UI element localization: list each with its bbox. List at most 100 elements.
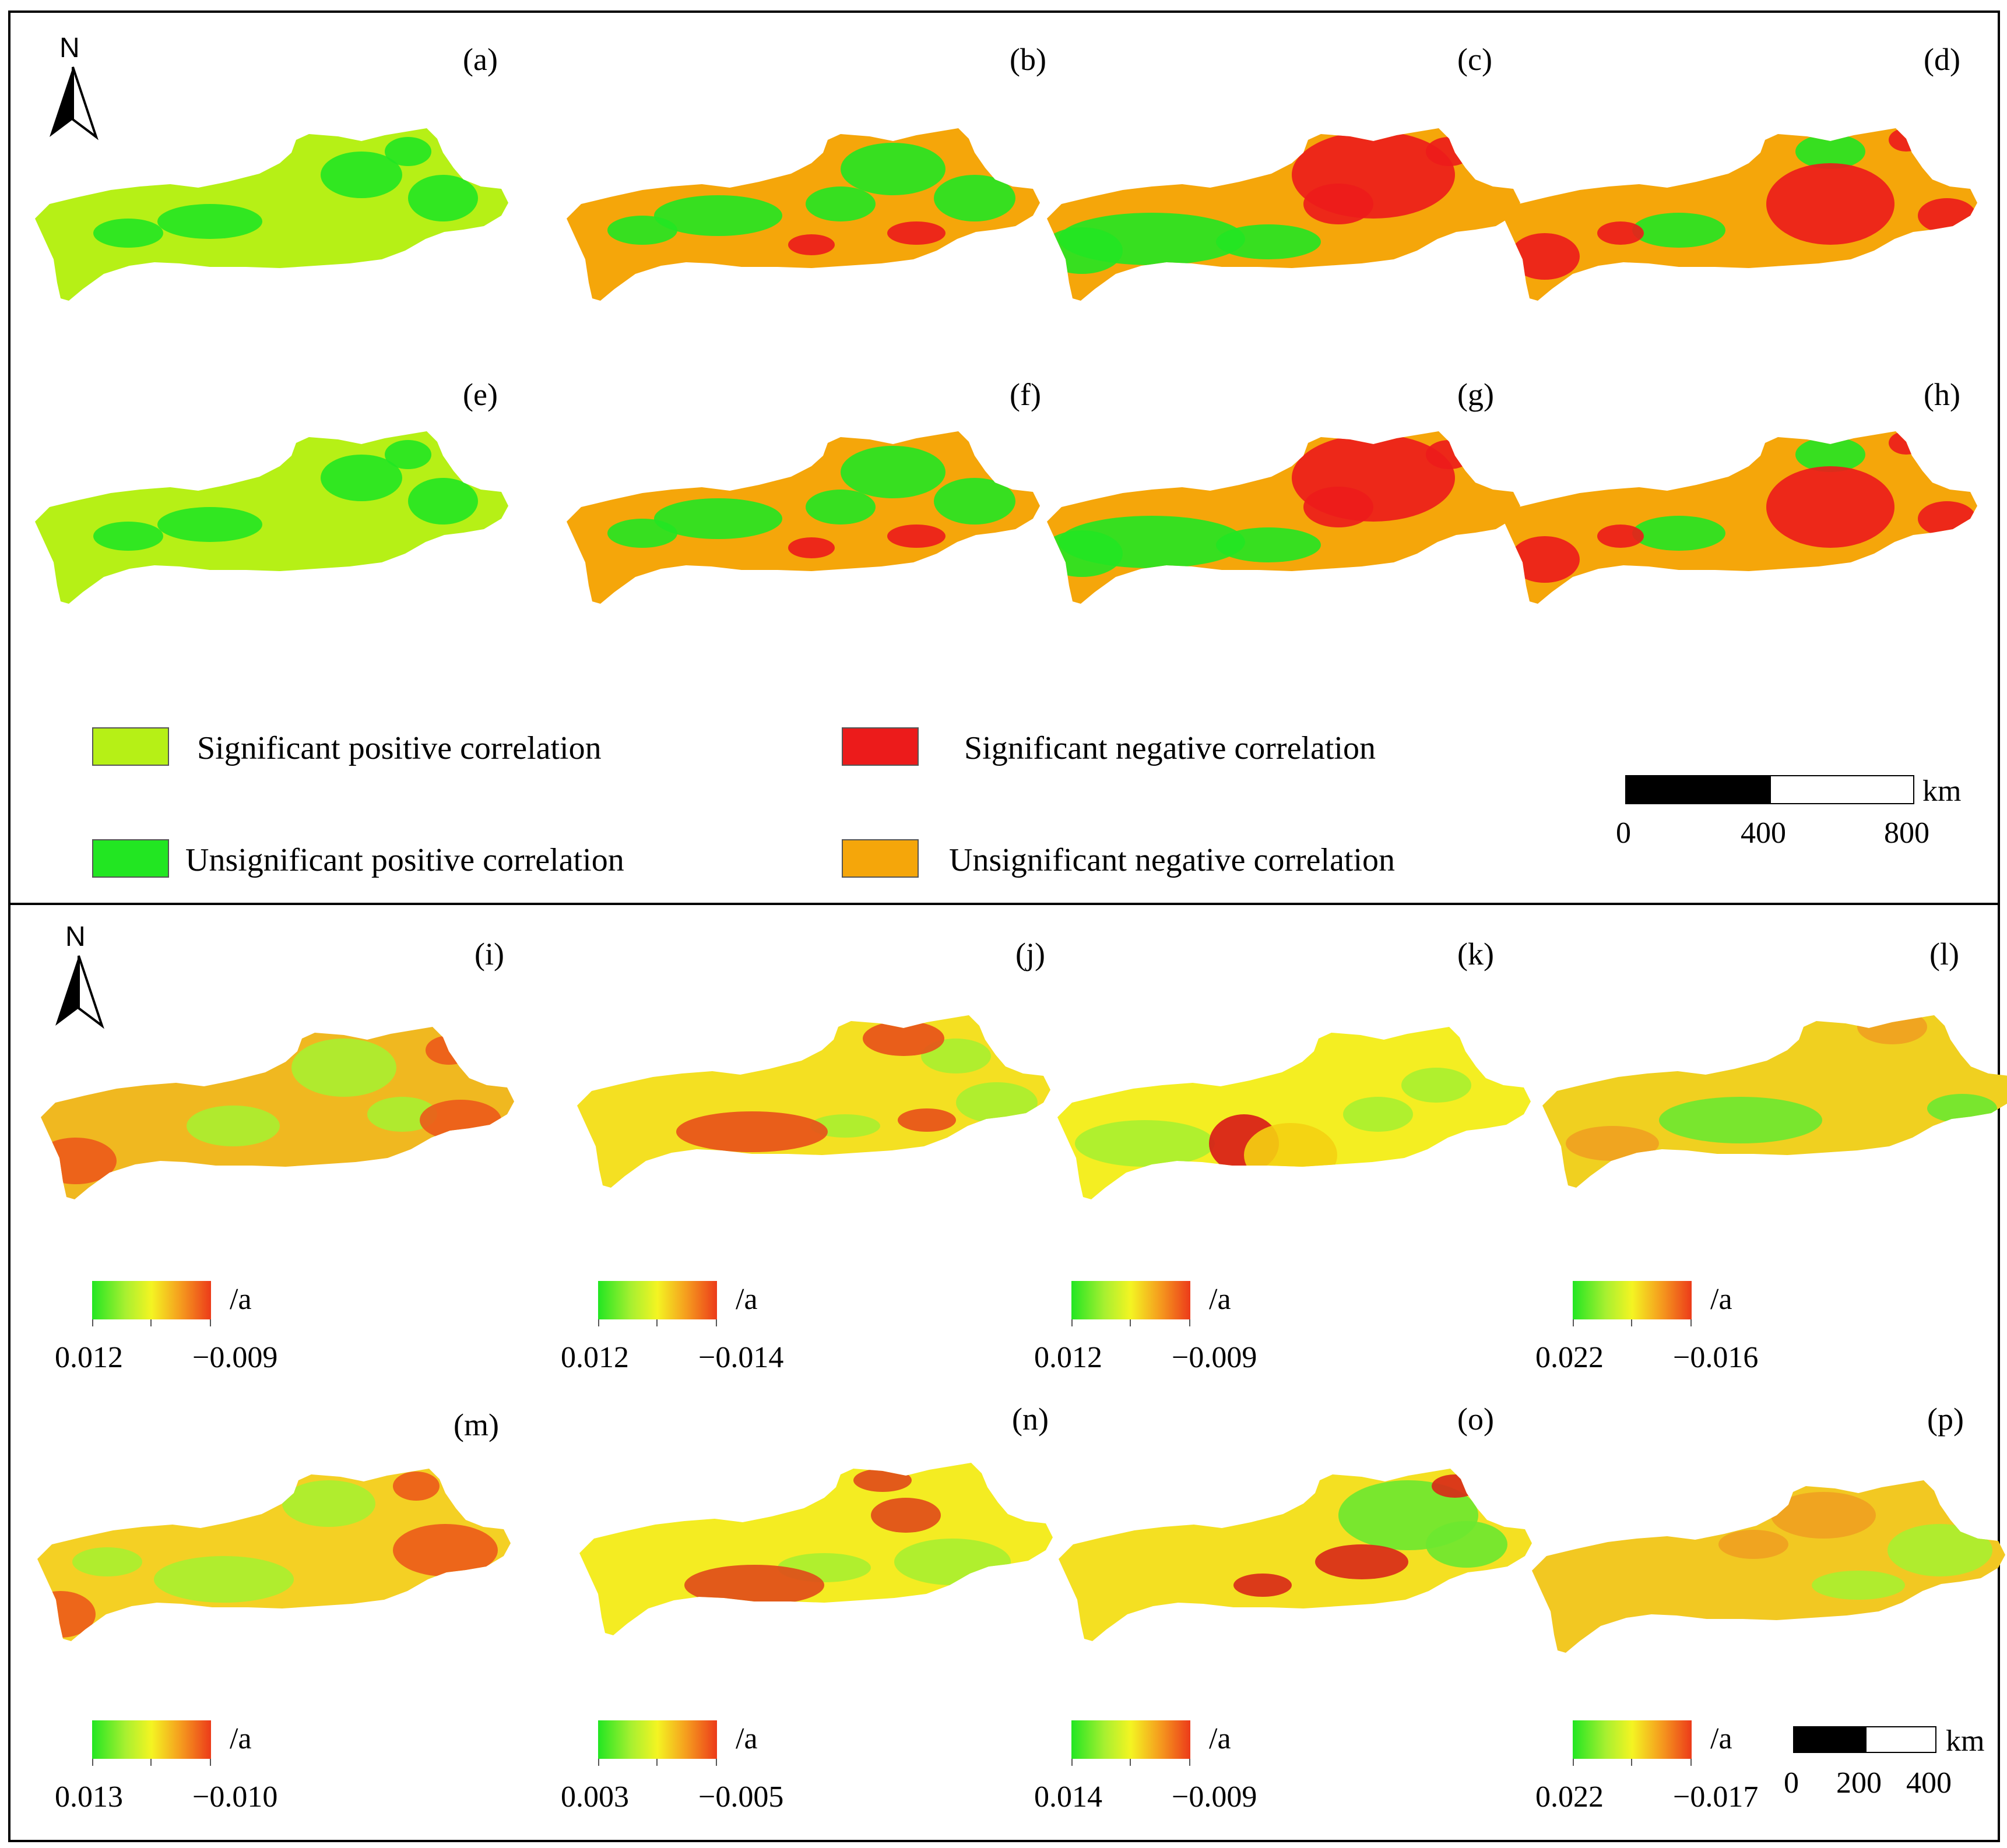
- color-ramp-tick: [1690, 1759, 1692, 1766]
- panel-label-b: (b): [1010, 42, 1046, 77]
- color-ramp-tick: [1071, 1319, 1073, 1326]
- map-panel-o: [1059, 1469, 1532, 1641]
- region-patch: [282, 1480, 375, 1527]
- legend-label-unsig-neg: Unsignificant negative correlation: [949, 842, 1396, 878]
- region-patch: [898, 1108, 956, 1132]
- color-ramp-high-k: −0.009: [1172, 1341, 1257, 1374]
- color-ramp-unit-o: /a: [1209, 1722, 1231, 1755]
- region-patch: [607, 216, 677, 245]
- legend-label-sig-pos: Significant positive correlation: [197, 730, 602, 766]
- color-ramp-low-o: 0.014: [1034, 1780, 1102, 1814]
- color-ramp-tick: [716, 1319, 717, 1326]
- panel-label-e: (e): [463, 377, 498, 412]
- map-panel-b: [567, 128, 1040, 301]
- region-patch: [1566, 1126, 1659, 1161]
- region-patch: [408, 478, 478, 525]
- region-patch: [1718, 1530, 1788, 1559]
- scale-tick-bottom-0: 0: [1784, 1766, 1799, 1800]
- region-patch: [806, 490, 876, 525]
- scale-bar-black-segment: [1793, 1726, 1867, 1753]
- scale-tick-bottom-2: 400: [1906, 1766, 1952, 1800]
- map-panel-j: [577, 1015, 1050, 1188]
- region-patch: [1927, 1094, 1997, 1123]
- legend-swatch-sig-neg: [842, 727, 919, 766]
- region-patch: [93, 219, 163, 248]
- region-patch: [1659, 1097, 1822, 1143]
- region-patch: [187, 1106, 280, 1146]
- color-ramp-tick: [1130, 1319, 1131, 1326]
- region-patch: [934, 175, 1015, 221]
- region-patch: [367, 1097, 437, 1132]
- color-ramp-tick: [1189, 1319, 1190, 1326]
- region-patch: [1426, 1521, 1507, 1568]
- region-patch: [1766, 466, 1894, 548]
- color-ramp-k: [1071, 1281, 1190, 1326]
- region-patch: [1216, 527, 1321, 562]
- region-patch: [887, 525, 945, 548]
- color-ramp-tick: [1573, 1759, 1574, 1766]
- region-patch: [654, 195, 782, 236]
- panel-label-l: (l): [1929, 937, 1959, 971]
- region-patch: [1244, 1123, 1337, 1187]
- color-ramp-m: [92, 1720, 211, 1766]
- scale-unit-bottom: km: [1946, 1724, 1985, 1758]
- region-patch: [291, 1039, 396, 1097]
- region-patch: [385, 440, 431, 469]
- color-ramp-p: [1573, 1720, 1692, 1766]
- region-patch: [1510, 536, 1580, 583]
- region-patch: [1632, 213, 1725, 248]
- color-ramp-l: [1573, 1281, 1692, 1326]
- color-ramp-high-j: −0.014: [698, 1341, 784, 1374]
- region-patch: [426, 1036, 472, 1065]
- color-ramp-low-l: 0.022: [1535, 1341, 1604, 1374]
- region-patch: [1315, 1544, 1408, 1579]
- region-patch: [1889, 128, 1924, 152]
- region-patch: [841, 143, 945, 195]
- region-patch: [1795, 437, 1865, 472]
- map-panel-d: [1504, 128, 1977, 301]
- map-panel-f: [567, 431, 1040, 604]
- region-patch: [841, 446, 945, 498]
- region-patch: [393, 1472, 440, 1501]
- region-patch: [1343, 1097, 1413, 1132]
- region-patch: [1632, 516, 1725, 551]
- scale-bar-white-segment: [1865, 1726, 1936, 1753]
- region-patch: [1888, 1524, 1992, 1576]
- region-patch: [684, 1565, 824, 1606]
- panel-label-k: (k): [1457, 937, 1494, 971]
- north-arrow-icon: [55, 955, 104, 1029]
- north-letter: N: [59, 33, 80, 64]
- region-patch: [1597, 221, 1644, 245]
- region-fill: [37, 1469, 511, 1641]
- color-ramp-tick: [1690, 1319, 1692, 1326]
- region-patch: [72, 1547, 142, 1576]
- color-ramp-unit-m: /a: [230, 1722, 252, 1755]
- region-patch: [1889, 431, 1924, 455]
- color-ramp-unit-k: /a: [1209, 1283, 1231, 1316]
- scale-bar-top: [1625, 775, 1914, 804]
- region-patch: [806, 186, 876, 221]
- scale-tick-top-2: 800: [1884, 816, 1929, 850]
- region-patch: [654, 498, 782, 539]
- color-ramp-high-m: −0.010: [192, 1780, 278, 1814]
- map-panel-k: [1057, 1027, 1531, 1199]
- region-patch: [863, 1021, 944, 1056]
- color-ramp-tick: [150, 1319, 152, 1326]
- region-patch: [1216, 224, 1321, 259]
- map-panel-h: [1504, 431, 1977, 604]
- scale-tick-bottom-1: 200: [1836, 1766, 1882, 1800]
- color-ramp-unit-j: /a: [736, 1283, 758, 1316]
- panel-label-j: (j): [1015, 937, 1045, 971]
- color-ramp-tick: [1189, 1759, 1190, 1766]
- panel-label-m: (m): [454, 1407, 499, 1442]
- panel-label-p: (p): [1927, 1402, 1964, 1437]
- region-patch: [894, 1539, 1011, 1585]
- color-ramp-tick: [210, 1759, 211, 1766]
- region-patch: [1597, 525, 1644, 548]
- region-patch: [157, 507, 262, 542]
- color-ramp-tick: [598, 1759, 599, 1766]
- region-patch: [1918, 198, 1976, 233]
- map-panel-m: [37, 1469, 511, 1641]
- scale-bar-bottom: [1793, 1726, 1936, 1753]
- region-patch: [934, 478, 1015, 525]
